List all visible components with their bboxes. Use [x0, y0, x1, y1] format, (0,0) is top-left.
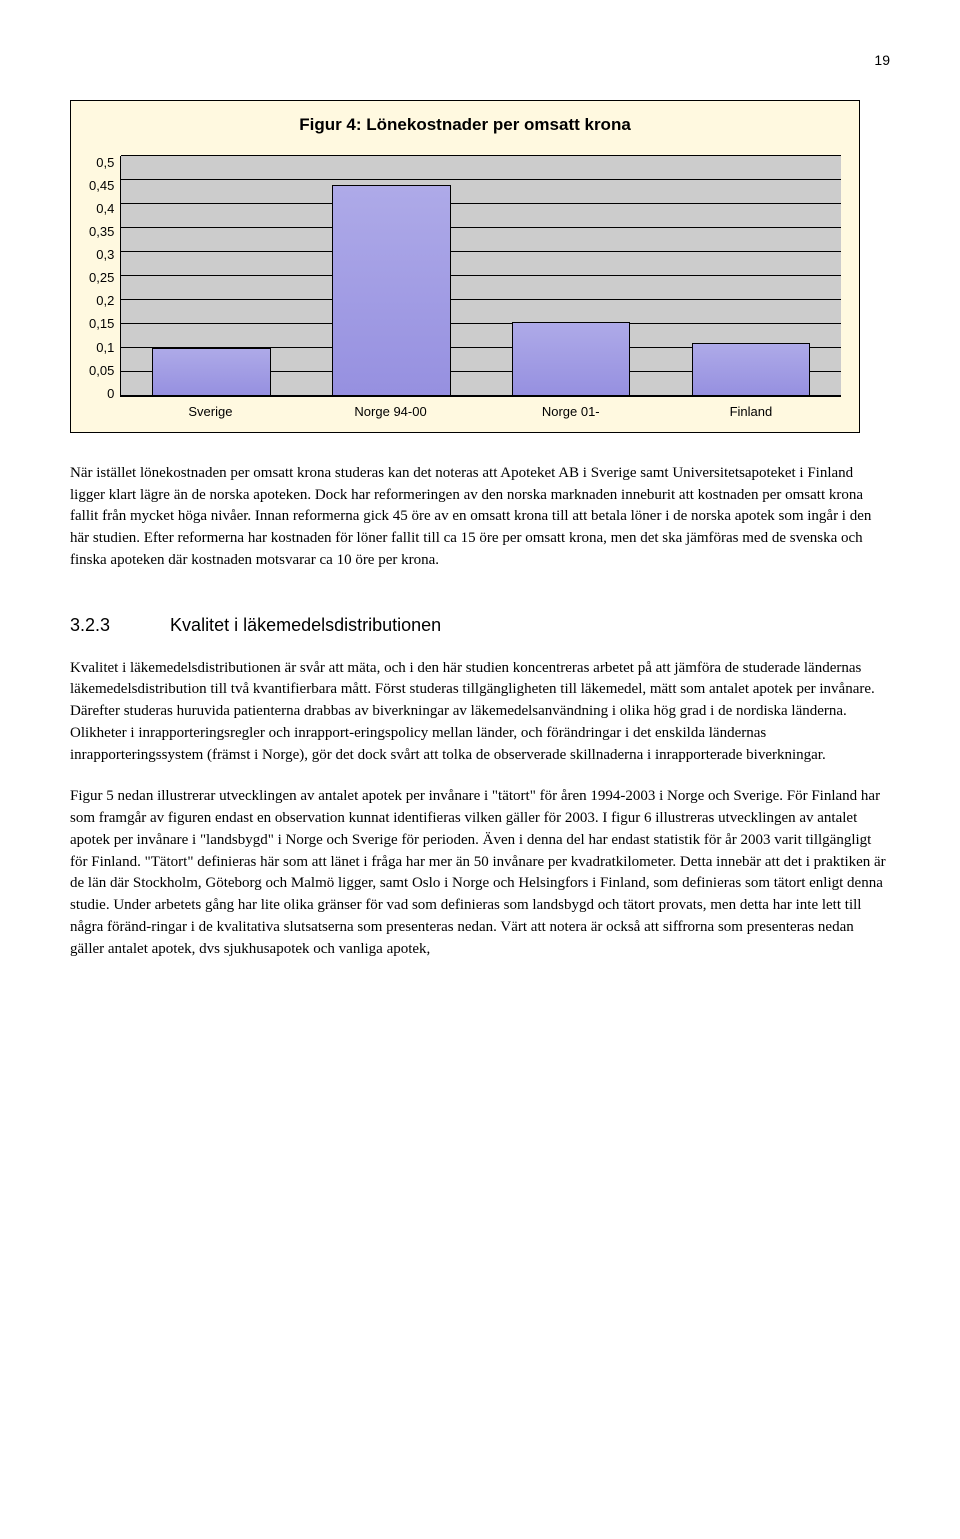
x-label: Sverige [120, 403, 300, 422]
x-label: Norge 01- [481, 403, 661, 422]
x-label: Norge 94-00 [300, 403, 480, 422]
y-axis: 0,5 0,45 0,4 0,35 0,3 0,25 0,2 0,15 0,1 … [89, 156, 120, 400]
y-tick: 0,4 [96, 202, 114, 215]
y-tick: 0,1 [96, 341, 114, 354]
section-title: Kvalitet i läkemedelsdistributionen [170, 615, 441, 635]
chart-figure-4: Figur 4: Lönekostnader per omsatt krona … [70, 100, 860, 432]
section-heading: 3.2.3 Kvalitet i läkemedelsdistributionen [70, 612, 890, 638]
x-axis: Sverige Norge 94-00 Norge 01- Finland [120, 403, 841, 422]
paragraph-2: Kvalitet i läkemedelsdistributionen är s… [70, 658, 890, 767]
chart-bar [512, 322, 631, 396]
y-tick: 0,05 [89, 364, 114, 377]
paragraph-3: Figur 5 nedan illustrerar utvecklingen a… [70, 786, 890, 960]
y-tick: 0,25 [89, 271, 114, 284]
page-number: 19 [70, 50, 890, 70]
y-tick: 0,3 [96, 248, 114, 261]
chart-bar [692, 343, 811, 396]
x-label: Finland [661, 403, 841, 422]
chart-bar [152, 348, 271, 396]
y-tick: 0,45 [89, 179, 114, 192]
plot-area [120, 156, 841, 397]
y-tick: 0,5 [96, 156, 114, 169]
y-tick: 0,15 [89, 317, 114, 330]
y-tick: 0,35 [89, 225, 114, 238]
y-tick: 0,2 [96, 294, 114, 307]
bar-columns [121, 156, 841, 396]
chart-bar [332, 185, 451, 396]
chart-body: 0,5 0,45 0,4 0,35 0,3 0,25 0,2 0,15 0,1 … [89, 156, 841, 422]
y-tick: 0 [107, 387, 114, 400]
section-number: 3.2.3 [70, 612, 110, 638]
chart-title: Figur 4: Lönekostnader per omsatt krona [89, 113, 841, 138]
paragraph-1: När istället lönekostnaden per omsatt kr… [70, 463, 890, 572]
